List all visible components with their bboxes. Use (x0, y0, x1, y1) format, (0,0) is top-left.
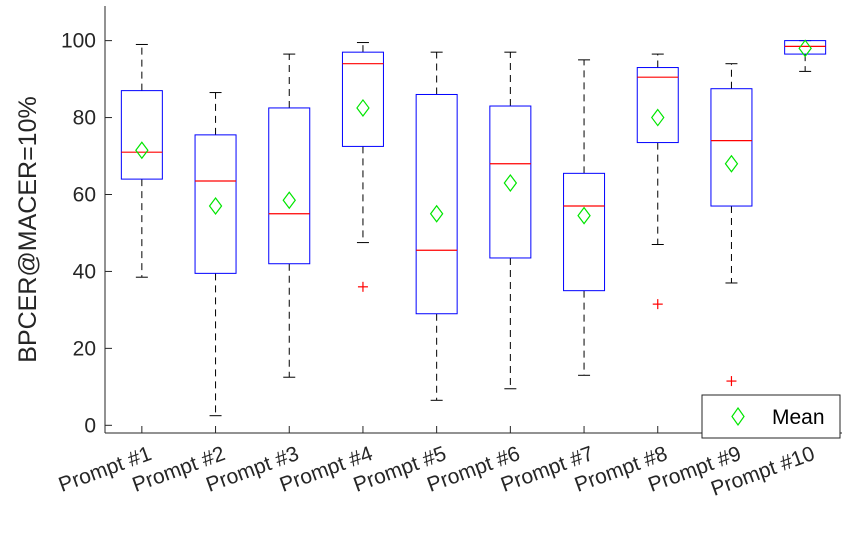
iqr-box (563, 172, 606, 292)
box-group (563, 59, 606, 376)
legend-box (701, 394, 841, 439)
mean-marker (577, 206, 591, 225)
mean-marker (429, 204, 444, 223)
iqr-box (784, 40, 827, 55)
iqr-box (268, 107, 311, 265)
y-tick-label: 60 (73, 183, 96, 206)
box-group (268, 53, 311, 378)
iqr-box (341, 51, 384, 147)
box-group (194, 92, 237, 417)
mean-marker (724, 154, 739, 173)
y-tick-label: 40 (73, 260, 96, 283)
mean-marker (135, 141, 149, 160)
mean-marker (503, 173, 518, 192)
y-tick-label: 80 (73, 107, 96, 130)
legend-mean-marker (731, 406, 745, 427)
outlier-marker (357, 281, 368, 292)
box-group (489, 51, 532, 390)
box-group (120, 43, 163, 278)
box-group (784, 39, 827, 72)
mean-marker (798, 39, 812, 58)
iqr-box (120, 90, 163, 180)
y-tick-label: 0 (84, 414, 96, 437)
iqr-box (636, 67, 679, 144)
y-axis-label: BPCER@MACER=10% (14, 96, 42, 362)
mean-marker (356, 98, 370, 117)
plot-area (120, 39, 827, 417)
box-group (636, 53, 679, 310)
box-group (415, 51, 458, 401)
outlier-marker (652, 299, 663, 310)
mean-marker (651, 108, 665, 127)
mean-marker (282, 191, 296, 210)
legend-entry-mean: Mean (772, 406, 825, 429)
iqr-box (489, 105, 532, 259)
mean-marker (208, 197, 223, 216)
box-group (710, 63, 753, 387)
outlier-marker (726, 376, 737, 387)
iqr-box (415, 93, 458, 315)
legend: Mean (701, 394, 841, 439)
box-group (341, 42, 384, 292)
iqr-box (194, 134, 237, 274)
y-tick-label: 100 (61, 30, 96, 53)
y-tick-label: 20 (73, 337, 96, 360)
iqr-box (710, 88, 753, 207)
